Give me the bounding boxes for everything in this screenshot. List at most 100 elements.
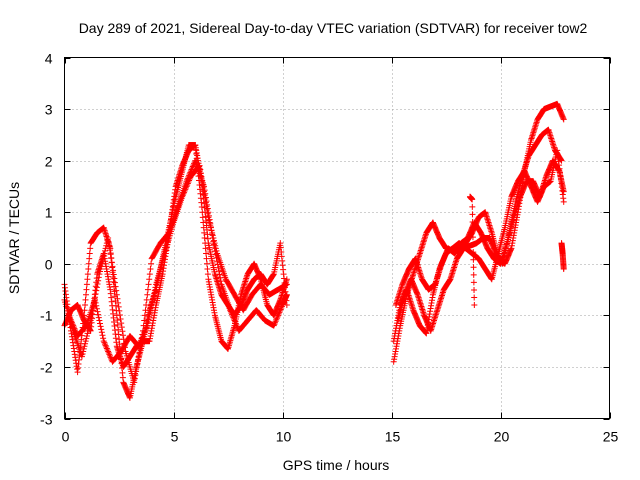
- data-point: [186, 176, 193, 183]
- data-point: [119, 328, 126, 335]
- chart-title: Day 289 of 2021, Sidereal Day-to-day VTE…: [79, 20, 588, 36]
- data-point: [469, 196, 476, 203]
- data-point: [105, 349, 112, 356]
- data-point: [212, 245, 219, 252]
- data-point: [206, 219, 213, 226]
- data-point: [109, 263, 116, 270]
- data-point: [146, 313, 153, 320]
- data-point: [141, 312, 148, 319]
- data-point: [146, 310, 153, 317]
- data-point: [133, 364, 140, 371]
- data-point: [179, 193, 186, 200]
- data-point: [113, 291, 120, 298]
- data-point: [184, 180, 191, 187]
- data-point: [206, 216, 213, 223]
- data-point: [204, 271, 211, 278]
- y-tick-label: 2: [45, 154, 53, 170]
- data-point: [104, 346, 111, 353]
- data-point: [471, 286, 478, 293]
- data-point: [469, 203, 476, 210]
- data-point: [97, 320, 104, 327]
- data-point: [560, 265, 567, 272]
- data-point: [182, 186, 189, 193]
- data-point: [118, 324, 125, 331]
- data-point: [132, 372, 139, 379]
- data-point: [143, 302, 150, 309]
- data-point: [201, 192, 208, 199]
- data-point: [201, 229, 208, 236]
- data-point: [141, 317, 148, 324]
- y-tick-label: 1: [45, 205, 53, 221]
- data-point: [87, 245, 94, 252]
- data-point: [93, 302, 100, 309]
- data-point: [82, 340, 89, 347]
- data-point: [151, 287, 158, 294]
- data-point: [272, 319, 279, 326]
- data-points: [61, 100, 567, 401]
- data-point: [108, 255, 115, 262]
- data-point: [135, 353, 142, 360]
- data-point: [85, 265, 92, 272]
- data-point: [134, 357, 141, 364]
- data-point: [101, 339, 108, 346]
- x-tick-label: 5: [171, 429, 179, 445]
- data-point: [272, 318, 279, 325]
- data-point: [102, 342, 109, 349]
- y-tick-label: 3: [45, 102, 53, 118]
- data-point: [145, 316, 152, 323]
- data-point: [469, 218, 476, 225]
- data-point: [99, 332, 106, 339]
- plot-frame: [64, 57, 610, 419]
- data-point: [136, 349, 143, 356]
- data-point: [470, 264, 477, 271]
- data-point: [95, 311, 102, 318]
- data-point: [106, 351, 113, 358]
- data-point: [98, 326, 105, 333]
- data-point: [116, 307, 123, 314]
- data-point: [185, 179, 192, 186]
- data-point: [151, 290, 158, 297]
- data-point: [70, 324, 77, 331]
- data-point: [68, 319, 75, 326]
- data-point: [84, 276, 91, 283]
- data-point: [111, 279, 118, 286]
- data-point: [275, 312, 282, 319]
- data-point: [69, 321, 76, 328]
- data-point: [207, 224, 214, 231]
- data-point: [147, 307, 154, 314]
- data-point: [115, 299, 122, 306]
- data-point: [558, 157, 565, 164]
- data-point: [105, 348, 112, 355]
- data-point: [114, 295, 121, 302]
- data-point: [86, 255, 93, 262]
- data-point: [209, 229, 216, 236]
- data-point: [110, 271, 117, 278]
- data-point: [181, 187, 188, 194]
- data-point: [72, 328, 79, 335]
- data-point: [231, 317, 238, 324]
- grid: [64, 57, 610, 419]
- data-point: [117, 316, 124, 323]
- data-point: [115, 303, 122, 310]
- data-point: [106, 243, 113, 250]
- data-point: [469, 211, 476, 218]
- data-point: [143, 324, 150, 331]
- data-point: [470, 279, 477, 286]
- data-point: [203, 260, 210, 267]
- data-point: [147, 265, 154, 272]
- data-point: [209, 232, 216, 239]
- data-point: [273, 315, 280, 322]
- data-point: [179, 192, 186, 199]
- data-point: [103, 345, 110, 352]
- tick-labels: 0 5 10 15 20 25 -3 -2 -1 0 1 2 3 4: [40, 51, 618, 445]
- data-point: [113, 287, 120, 294]
- data-point: [102, 245, 109, 252]
- data-point: [200, 219, 207, 226]
- x-tick-label: 20: [494, 429, 510, 445]
- data-point: [139, 332, 146, 339]
- data-point: [274, 313, 281, 320]
- data-point: [143, 325, 150, 332]
- data-point: [212, 242, 219, 249]
- data-point: [560, 198, 567, 205]
- data-point: [145, 281, 152, 288]
